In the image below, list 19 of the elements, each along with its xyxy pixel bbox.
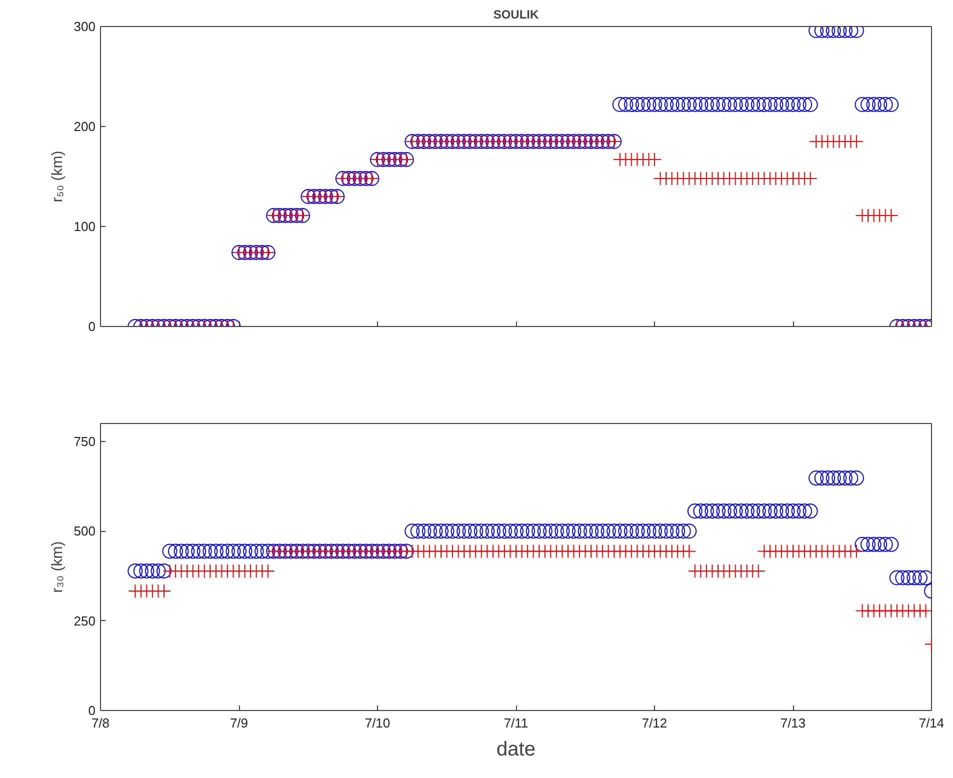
x-tick-label: 7/13 [780, 716, 806, 730]
y-tick-label: 500 [74, 524, 96, 539]
y-tick-label: 300 [74, 19, 96, 34]
y-tick-label: 0 [88, 703, 96, 718]
y-axis-title: r₅₀ (km) [48, 150, 66, 202]
y-axis-title: r₃₀ (km) [48, 541, 66, 593]
x-tick-label: 7/12 [642, 716, 668, 730]
y-tick-label: 750 [74, 434, 96, 449]
y-tick-label: 0 [88, 319, 96, 334]
y-tick-label: 100 [74, 219, 96, 234]
x-axis-title: date [496, 738, 536, 760]
chart-title: SOULIK [493, 8, 539, 22]
x-tick-label: 7/9 [230, 716, 248, 730]
x-tick-label: 7/14 [918, 716, 944, 730]
y-tick-label: 200 [74, 119, 96, 134]
x-tick-label: 7/10 [364, 716, 390, 730]
x-tick-label: 7/8 [91, 716, 110, 730]
x-tick-label: 7/11 [504, 716, 528, 730]
y-tick-label: 250 [74, 613, 96, 628]
